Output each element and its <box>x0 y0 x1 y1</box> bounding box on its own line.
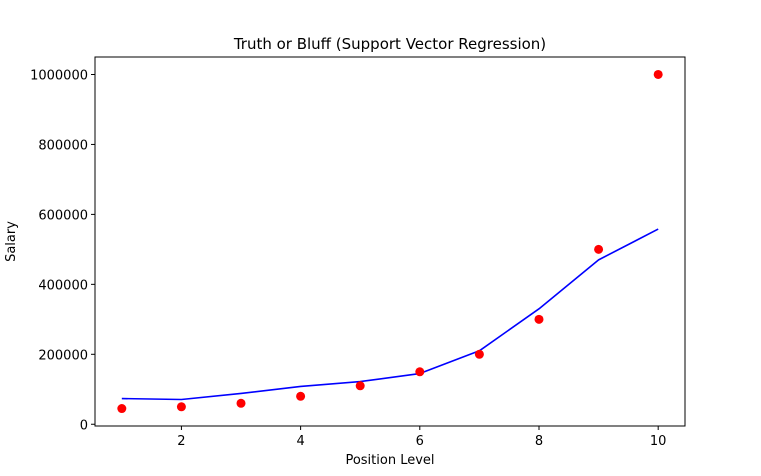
y-tick-label: 200000 <box>38 348 88 363</box>
plot-area <box>94 56 686 427</box>
data-point <box>474 349 484 359</box>
y-tick-label: 0 <box>80 418 88 433</box>
data-point <box>236 398 246 408</box>
x-tick-label: 2 <box>177 434 185 449</box>
prediction-line <box>121 228 659 401</box>
chart-title: Truth or Bluff (Support Vector Regressio… <box>233 35 546 53</box>
y-axis-label: Salary <box>4 221 19 262</box>
plot-frame <box>94 56 686 427</box>
x-axis-label: Position Level <box>345 453 434 468</box>
x-tick-label: 8 <box>535 434 543 449</box>
data-point <box>594 244 604 254</box>
y-tick-label: 1000000 <box>30 68 88 83</box>
data-point <box>355 381 365 391</box>
y-tick-label: 600000 <box>38 208 88 223</box>
data-point <box>296 391 306 401</box>
x-axis: 2 4 6 8 10 <box>177 426 666 449</box>
y-tick-label: 800000 <box>38 138 88 153</box>
y-axis: 0 200000 400000 600000 800000 1000000 <box>30 68 95 433</box>
x-tick-label: 10 <box>650 434 667 449</box>
data-point <box>176 402 186 412</box>
data-point <box>117 404 127 414</box>
series-layer <box>117 69 663 414</box>
data-point <box>415 367 425 377</box>
y-tick-label: 400000 <box>38 278 88 293</box>
data-point <box>653 69 663 79</box>
x-tick-label: 4 <box>296 434 304 449</box>
data-point <box>534 314 544 324</box>
x-tick-label: 6 <box>416 434 424 449</box>
